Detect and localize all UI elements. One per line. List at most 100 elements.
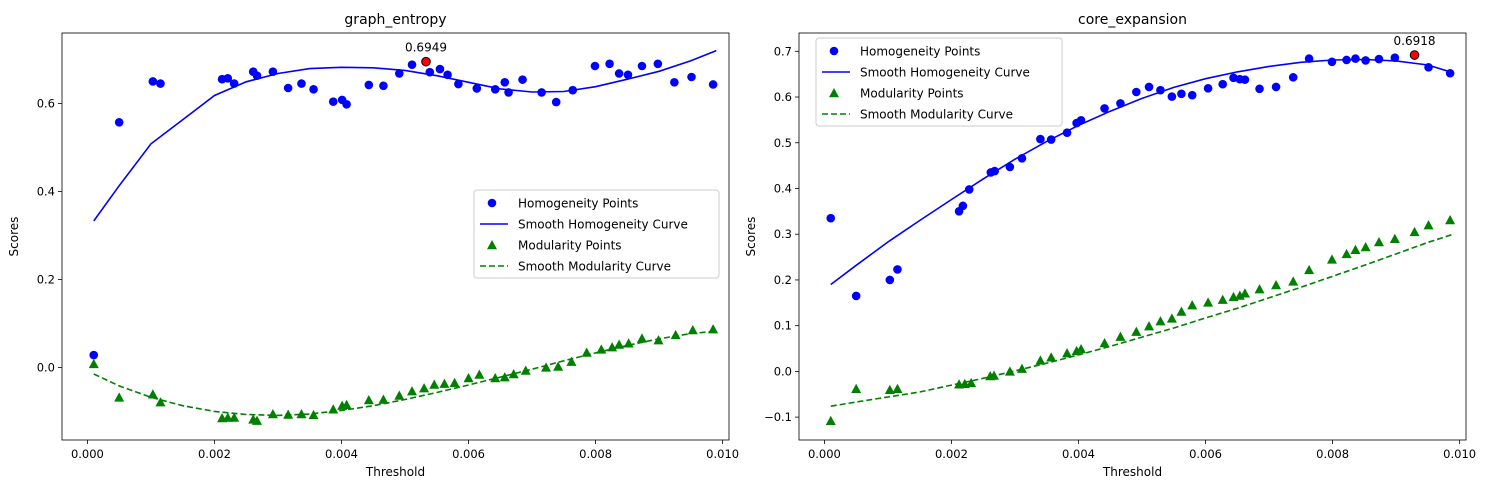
y-tick-label: 0.1 (774, 319, 792, 333)
modularity-point (1115, 331, 1126, 341)
modularity-point (989, 370, 1000, 380)
homogeneity-point (1116, 99, 1125, 108)
legend-box (815, 37, 1063, 127)
y-tick-label: 0.7 (774, 44, 792, 58)
homogeneity-point (1017, 154, 1027, 163)
modularity-point (1423, 220, 1434, 230)
legend-label: Smooth Homogeneity Curve (860, 66, 1030, 80)
modularity-point (252, 415, 263, 425)
x-tick-label: 0.004 (1062, 447, 1095, 461)
y-tick-label: 0.3 (774, 227, 792, 241)
modularity-point (1341, 248, 1352, 259)
homogeneity-point (637, 61, 647, 71)
plot-frame (798, 32, 1467, 441)
homogeneity-point (364, 80, 374, 90)
modularity-point (308, 409, 319, 420)
homogeneity-point (826, 213, 836, 223)
x-tick-label: 0.002 (198, 447, 231, 461)
homogeneity-point (1271, 82, 1281, 92)
modularity-point (607, 342, 618, 352)
modularity-point (378, 394, 389, 404)
homogeneity-point (1351, 54, 1360, 63)
modularity-point (283, 409, 294, 419)
modularity-point (429, 379, 440, 389)
homogeneity-point (1342, 55, 1351, 65)
plot-area (825, 51, 1456, 426)
homogeneity-point (1100, 104, 1109, 113)
modularity-point (1409, 226, 1420, 237)
y-tick-label: 0.0 (774, 364, 792, 378)
modularity-point (1350, 244, 1361, 255)
homogeneity-point (1390, 53, 1400, 62)
homogeneity-point (504, 88, 513, 97)
homogeneity-point (114, 118, 124, 127)
modularity-point (520, 365, 531, 375)
modularity-point (566, 356, 577, 366)
y-tick-label: 0.5 (774, 136, 792, 150)
homogeneity-point (990, 166, 999, 176)
modularity-point (636, 333, 647, 343)
homogeneity-point (148, 77, 158, 86)
homogeneity-point (670, 77, 679, 87)
x-tick-label: 0.002 (935, 447, 968, 461)
homogeneity-point (223, 74, 233, 83)
homogeneity-point (1424, 62, 1433, 72)
modularity-point (1016, 363, 1027, 373)
y-tick-label: 0.6 (37, 96, 55, 110)
modularity-point (653, 335, 664, 345)
homogeneity-point (885, 275, 895, 285)
homogeneity-point (283, 83, 293, 93)
homogeneity-point (89, 350, 99, 360)
modularity-point (1076, 343, 1087, 354)
max-point-label: 0.6918 (1394, 34, 1436, 48)
core-expansion-chart: core_expansion 0.000 0.002 0.004 0.006 0.008 0… (744, 12, 1476, 479)
homogeneity-point (379, 81, 388, 91)
homogeneity-point (1036, 134, 1045, 144)
y-tick-label: 0.0 (37, 360, 55, 374)
homogeneity-point (328, 97, 338, 106)
homogeneity-point (1046, 135, 1056, 144)
legend-label: Smooth Homogeneity Curve (518, 218, 688, 232)
modularity-point (1373, 236, 1384, 247)
modularity-point (155, 397, 166, 407)
homogeneity-point (395, 69, 404, 78)
x-tick-label: 0.008 (1316, 447, 1349, 461)
homogeneity-point (623, 70, 633, 80)
homogeneity-point (1062, 128, 1072, 137)
legend-triangle-swatch (829, 88, 839, 98)
modularity-point (1035, 355, 1046, 365)
homogeneity-point (490, 85, 500, 94)
homogeneity-point (342, 99, 351, 109)
homogeneity-point (614, 69, 624, 78)
homogeneity-point (500, 77, 510, 87)
legend-label: Smooth Modularity Curve (518, 260, 671, 274)
legend-label: Modularity Points (518, 239, 622, 253)
modularity-point (439, 378, 450, 388)
modularity-point (596, 344, 607, 354)
homogeneity-point (309, 85, 318, 94)
x-tick-label: 0.008 (579, 447, 612, 461)
homogeneity-curve (93, 49, 717, 222)
homogeneity-point (1167, 92, 1177, 101)
legend-label: Modularity Points (860, 87, 964, 101)
modularity-point (296, 409, 307, 419)
modularity-point (419, 383, 430, 393)
homogeneity-point (252, 71, 262, 80)
plot-frame (61, 32, 730, 441)
modularity-point (1389, 233, 1400, 244)
y-tick-label: 0.6 (774, 90, 792, 104)
y-axis-label: Scores (7, 217, 21, 257)
homogeneity-point (454, 79, 463, 89)
modularity-point (1326, 254, 1337, 264)
modularity-point (1099, 338, 1110, 348)
modularity-point (88, 358, 99, 369)
chart-title: graph_entropy (344, 12, 446, 28)
modularity-point (1176, 306, 1187, 316)
modularity-point (884, 384, 895, 394)
y-tick-label: 0.2 (37, 272, 55, 286)
modularity-point (341, 399, 352, 410)
homogeneity-point (537, 88, 546, 97)
legend-label: Smooth Modularity Curve (860, 108, 1013, 122)
